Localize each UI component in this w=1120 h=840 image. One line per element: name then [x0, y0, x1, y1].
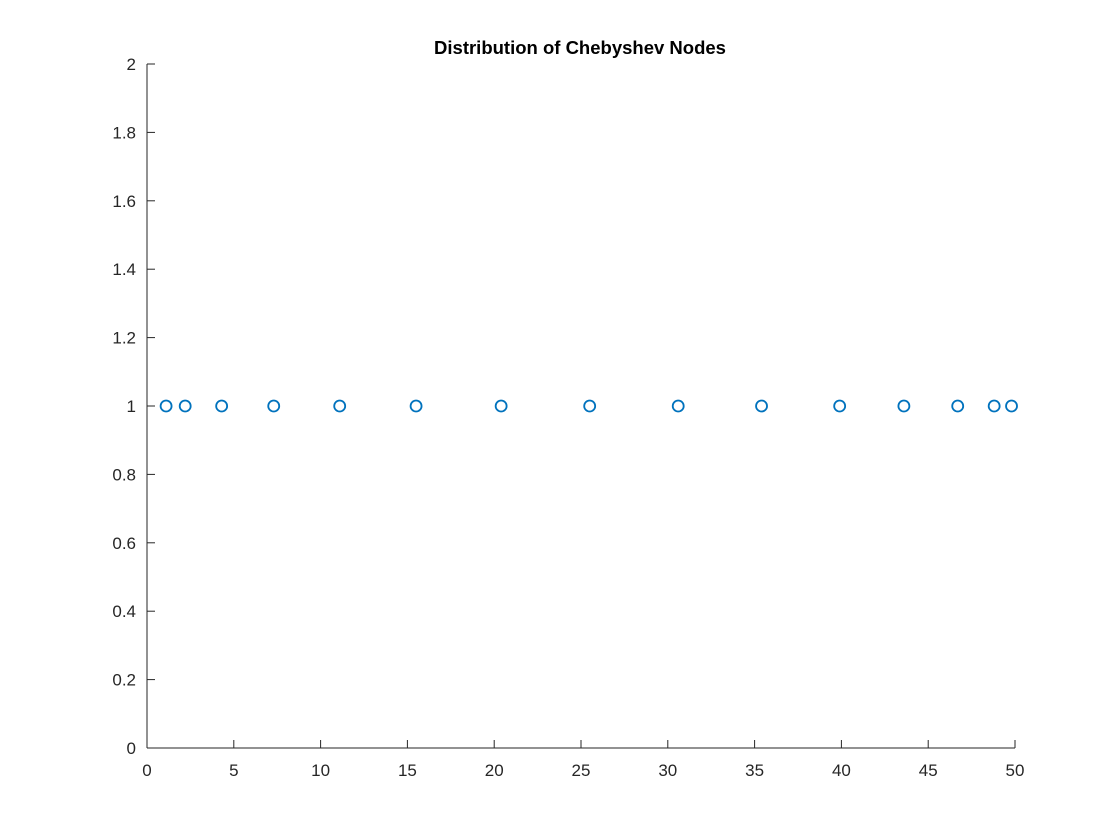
data-point: [755, 399, 768, 413]
x-tick-label: 5: [229, 761, 238, 780]
x-tick-label: 10: [311, 761, 330, 780]
data-point: [494, 399, 508, 413]
data-point: [409, 399, 423, 413]
data-point: [178, 399, 192, 413]
y-tick-label: 2: [127, 55, 136, 74]
data-point: [833, 399, 847, 413]
y-tick-label: 1.2: [112, 329, 136, 348]
x-tick-label: 30: [658, 761, 677, 780]
data-point: [333, 399, 347, 413]
y-tick-label: 0.4: [112, 602, 136, 621]
data-point: [897, 399, 911, 413]
x-tick-label: 25: [572, 761, 591, 780]
axes: 0 5 10 15 20 25 30 35 40 45 50 0 0.2 0.4 0.6 0.8 1 1.2 1.4…: [112, 55, 1024, 780]
x-tick-label: 45: [919, 761, 938, 780]
data-point: [215, 399, 229, 413]
data-point: [1005, 399, 1018, 413]
x-tick-label: 35: [745, 761, 764, 780]
data-point: [267, 399, 281, 413]
y-tick-label: 0.8: [112, 465, 136, 484]
x-tick-label: 40: [832, 761, 851, 780]
chart-title: Distribution of Chebyshev Nodes: [434, 37, 726, 58]
x-tick-label: 20: [485, 761, 504, 780]
y-tick-label: 0.6: [112, 534, 136, 553]
x-tick-label: 0: [142, 761, 151, 780]
y-tick-label: 1.6: [112, 192, 136, 211]
y-tick-label: 1.4: [112, 260, 136, 279]
y-tick-label: 1: [127, 397, 136, 416]
x-tick-label: 50: [1006, 761, 1025, 780]
data-point: [951, 399, 965, 413]
data-point: [671, 399, 685, 413]
data-markers: [159, 399, 1018, 413]
data-point: [583, 399, 597, 413]
data-point: [987, 399, 1001, 413]
y-tick-label: 0: [127, 739, 136, 758]
data-point: [159, 399, 173, 413]
x-tick-label: 15: [398, 761, 417, 780]
y-tick-label: 0.2: [112, 671, 136, 690]
y-tick-label: 1.8: [112, 123, 136, 142]
